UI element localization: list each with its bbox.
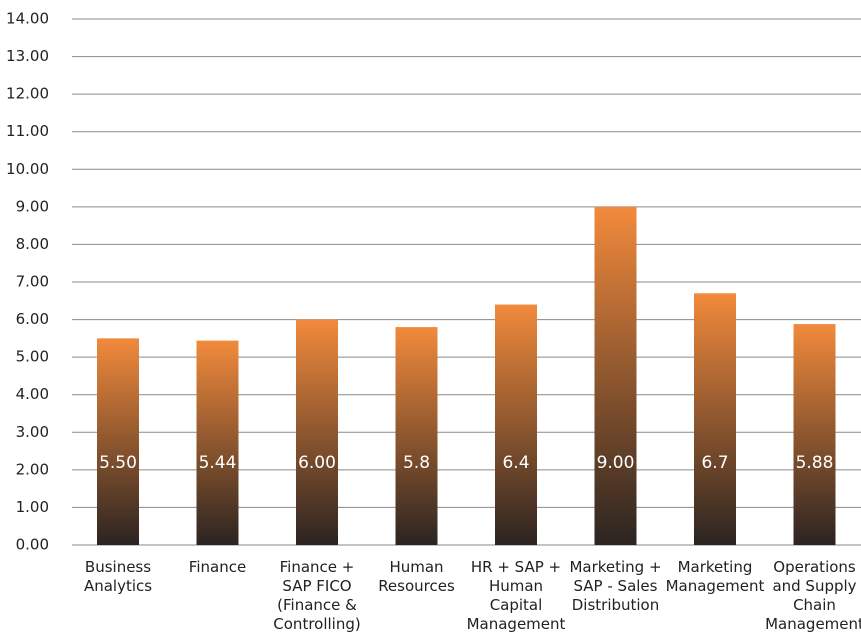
y-tick-label: 8.00 [16,235,49,253]
bar [97,338,139,545]
y-tick-label: 5.00 [16,348,49,366]
y-tick-label: 3.00 [16,423,49,441]
bar [495,304,537,545]
y-tick-label: 14.00 [6,10,49,28]
y-tick-label: 7.00 [16,273,49,291]
value-label: 9.00 [597,453,635,473]
y-tick-label: 6.00 [16,310,49,328]
value-label: 5.88 [796,453,834,473]
value-label: 6.00 [298,453,336,473]
x-tick-label: Marketing Management [665,558,765,595]
value-label: 6.4 [502,453,529,473]
x-tick-label: HR + SAP + Human Capital Management [466,558,566,633]
value-label: 5.50 [99,453,137,473]
x-tick-label: Operations and Supply Chain Management [765,558,861,633]
y-tick-label: 1.00 [16,498,49,516]
bar [594,206,637,545]
y-tick-label: 12.00 [6,85,49,103]
y-tick-label: 10.00 [6,160,49,178]
x-tick-label: Marketing + SAP - Sales Distribution [569,558,662,614]
y-tick-label: 11.00 [6,122,49,140]
x-tick-label: Finance [188,558,247,576]
value-label: 5.8 [403,453,430,473]
bar [694,293,736,545]
y-tick-label: 4.00 [16,385,49,403]
bar [296,319,338,545]
value-label: 5.44 [199,453,237,473]
bar [196,340,239,545]
x-tick-label: Finance + SAP FICO (Finance & Controllin… [273,558,361,633]
value-label: 6.7 [701,453,728,473]
x-tick-label: Business Analytics [83,558,153,595]
bar [793,324,836,545]
y-tick-label: 2.00 [16,460,49,478]
y-tick-label: 9.00 [16,197,49,215]
y-tick-label: 0.00 [16,536,49,554]
y-tick-label: 13.00 [6,47,49,65]
x-tick-label: Human Resources [378,558,455,595]
bar [395,327,438,545]
